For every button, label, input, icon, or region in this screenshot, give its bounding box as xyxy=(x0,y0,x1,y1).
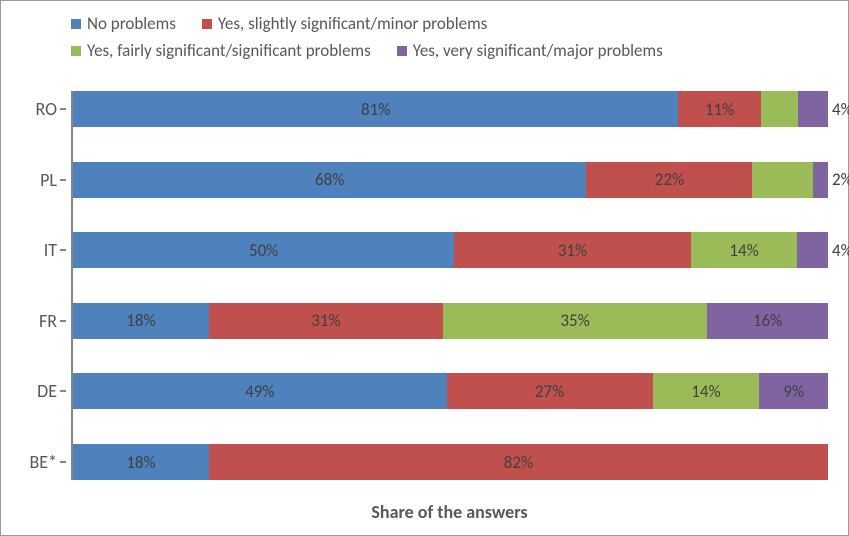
y-tick-mark-icon xyxy=(60,461,66,463)
y-tick-label: DE xyxy=(37,380,57,402)
data-label: 22% xyxy=(655,169,684,190)
legend-swatch-icon xyxy=(397,46,407,56)
data-label: 31% xyxy=(311,310,340,331)
bar-segment: 14% xyxy=(653,373,760,409)
data-label: 4% xyxy=(832,99,849,120)
legend-item-0: No problems xyxy=(71,13,176,34)
y-axis-ticks: RO PL IT FR DE BE* xyxy=(1,91,71,480)
bar-segment: 35% xyxy=(443,303,707,339)
legend-item-3: Yes, very significant/major problems xyxy=(397,40,663,61)
bar-segment: 27% xyxy=(447,373,653,409)
bar-row: 81% 11% 5%4% xyxy=(73,91,828,127)
legend-item-2: Yes, fairly significant/significant prob… xyxy=(71,40,371,61)
bar-row: 18% 31% 35% 16% xyxy=(73,303,828,339)
y-tick-mark-icon xyxy=(60,108,66,110)
bar-segment: 5% xyxy=(761,91,798,127)
bar-segment: 81% xyxy=(73,91,678,127)
bar-segment: 14% xyxy=(691,232,798,268)
bar-row: 68% 22% 2% xyxy=(73,162,828,198)
legend-label-2: Yes, fairly significant/significant prob… xyxy=(87,40,371,61)
y-tick-mark-icon xyxy=(60,179,66,181)
y-tick-mark-icon xyxy=(60,390,66,392)
data-label: 18% xyxy=(126,452,155,473)
data-label: 31% xyxy=(558,240,587,261)
data-label: 14% xyxy=(691,381,720,402)
data-label: 50% xyxy=(249,240,278,261)
legend-swatch-icon xyxy=(71,46,81,56)
data-label: 49% xyxy=(245,381,274,402)
bar-segment: 4% xyxy=(797,232,828,268)
data-label: 35% xyxy=(560,310,589,331)
y-tick-label: IT xyxy=(44,239,57,261)
legend-swatch-icon xyxy=(202,19,212,29)
legend-label-1: Yes, slightly significant/minor problems xyxy=(218,13,487,34)
x-axis-title: Share of the answers xyxy=(71,501,828,523)
y-tick-label: PL xyxy=(40,169,57,191)
legend: No problems Yes, slightly significant/mi… xyxy=(71,13,818,61)
chart-frame: No problems Yes, slightly significant/mi… xyxy=(0,0,849,536)
bar-segment: 31% xyxy=(454,232,690,268)
data-label: 2% xyxy=(832,169,849,190)
bar-row: 18% 82% xyxy=(73,444,828,480)
plot-area: 81%11%5%4%68%22%2%50%31%14%4%18%31%35%16… xyxy=(71,91,828,480)
data-label: 18% xyxy=(126,310,155,331)
legend-item-1: Yes, slightly significant/minor problems xyxy=(202,13,487,34)
data-label: 27% xyxy=(535,381,564,402)
legend-label-0: No problems xyxy=(87,13,176,34)
y-tick-label: FR xyxy=(39,310,57,332)
bar-row: 50% 31% 14% 4% xyxy=(73,232,828,268)
y-tick-label: RO xyxy=(35,98,57,120)
data-label: 9% xyxy=(783,381,804,402)
bar-segment: 4% xyxy=(798,91,828,127)
bar-segment: 50% xyxy=(73,232,454,268)
data-label: 81% xyxy=(361,99,390,120)
bar-segment: 18% xyxy=(73,444,209,480)
data-label: 82% xyxy=(504,452,533,473)
legend-label-3: Yes, very significant/major problems xyxy=(413,40,663,61)
bar-segment: 9% xyxy=(759,373,828,409)
bar-row: 49% 27% 14% 9% xyxy=(73,373,828,409)
bars-container: 81%11%5%4%68%22%2%50%31%14%4%18%31%35%16… xyxy=(73,91,828,478)
bar-segment: 82% xyxy=(209,444,828,480)
bar-segment: 22% xyxy=(586,162,752,198)
data-label: 11% xyxy=(705,99,734,120)
bar-segment: 16% xyxy=(707,303,828,339)
bar-segment: 18% xyxy=(73,303,209,339)
bar-segment: 49% xyxy=(73,373,447,409)
data-label: 14% xyxy=(729,240,758,261)
legend-swatch-icon xyxy=(71,19,81,29)
y-tick-mark-icon xyxy=(60,320,66,322)
bar-segment: 2% xyxy=(813,162,828,198)
data-label: 68% xyxy=(315,169,344,190)
bar-segment: 68% xyxy=(73,162,586,198)
y-tick-mark-icon xyxy=(60,249,66,251)
data-label: 4% xyxy=(832,240,849,261)
bar-segment: 31% xyxy=(209,303,443,339)
y-tick-label: BE* xyxy=(29,451,57,473)
data-label: 16% xyxy=(753,310,782,331)
bar-segment xyxy=(752,162,812,198)
bar-segment: 11% xyxy=(678,91,760,127)
